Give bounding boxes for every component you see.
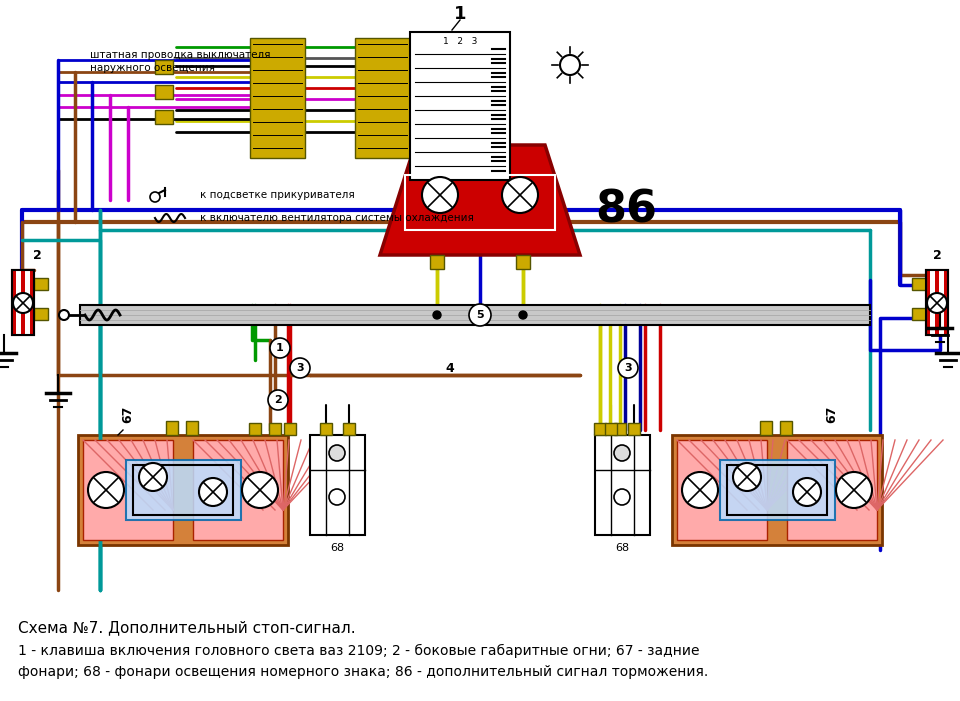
Bar xyxy=(155,110,173,124)
Bar xyxy=(78,435,288,545)
Text: к включателю вентилятора системы охлаждения: к включателю вентилятора системы охлажде… xyxy=(200,213,474,223)
Circle shape xyxy=(422,177,458,213)
Bar xyxy=(720,460,835,520)
Bar xyxy=(12,270,34,335)
Bar xyxy=(193,440,283,540)
Bar xyxy=(405,175,555,230)
Bar xyxy=(320,423,332,435)
Bar xyxy=(126,460,241,520)
Bar xyxy=(780,421,792,435)
Text: к подсветке прикуривателя: к подсветке прикуривателя xyxy=(200,190,355,200)
Circle shape xyxy=(199,478,227,506)
Text: штатная проводка выключателя: штатная проводка выключателя xyxy=(90,50,271,60)
Bar xyxy=(594,423,606,435)
Bar xyxy=(760,421,772,435)
Bar xyxy=(25,270,30,335)
Text: фонари; 68 - фонари освещения номерного знака; 86 - дополнительный сигнал тормож: фонари; 68 - фонари освещения номерного … xyxy=(18,665,708,679)
Polygon shape xyxy=(380,145,580,255)
Circle shape xyxy=(682,472,718,508)
Circle shape xyxy=(270,338,290,358)
Bar xyxy=(155,85,173,99)
Bar xyxy=(186,421,198,435)
Bar xyxy=(926,270,948,335)
Bar xyxy=(926,270,948,335)
Bar xyxy=(310,435,365,535)
Text: 1: 1 xyxy=(276,343,284,353)
Text: 5: 5 xyxy=(476,310,484,320)
Text: 4: 4 xyxy=(445,362,454,374)
Bar xyxy=(284,423,296,435)
Circle shape xyxy=(927,293,947,313)
Circle shape xyxy=(290,358,310,378)
Bar xyxy=(430,255,444,269)
Bar xyxy=(912,308,926,320)
Bar xyxy=(410,32,510,180)
Circle shape xyxy=(614,445,630,461)
Circle shape xyxy=(618,358,638,378)
Circle shape xyxy=(793,478,821,506)
Text: 67: 67 xyxy=(826,406,838,423)
Bar xyxy=(614,423,626,435)
Circle shape xyxy=(59,310,69,320)
Bar xyxy=(595,435,650,535)
Circle shape xyxy=(469,304,491,326)
Text: 67: 67 xyxy=(122,406,134,423)
Bar xyxy=(727,465,827,515)
Bar xyxy=(155,60,173,74)
Circle shape xyxy=(150,192,160,202)
Circle shape xyxy=(733,463,761,491)
Circle shape xyxy=(836,472,872,508)
Bar xyxy=(80,305,870,325)
Bar xyxy=(250,38,305,158)
Bar xyxy=(133,465,233,515)
Circle shape xyxy=(329,445,345,461)
Bar xyxy=(12,270,34,335)
Bar xyxy=(343,423,355,435)
Circle shape xyxy=(614,489,630,505)
Text: 1   2   3: 1 2 3 xyxy=(443,37,477,46)
Bar xyxy=(355,38,410,158)
Text: 68: 68 xyxy=(330,543,344,553)
Text: 2: 2 xyxy=(932,249,942,262)
Bar xyxy=(83,440,173,540)
Bar xyxy=(939,270,944,335)
Text: 86: 86 xyxy=(595,189,657,231)
Circle shape xyxy=(242,472,278,508)
Bar xyxy=(605,423,617,435)
Bar xyxy=(912,278,926,290)
Text: 2: 2 xyxy=(275,395,282,405)
Bar xyxy=(516,255,530,269)
Circle shape xyxy=(519,311,527,319)
Circle shape xyxy=(268,390,288,410)
Text: наружного освещения: наружного освещения xyxy=(90,63,215,73)
Bar xyxy=(787,440,877,540)
Circle shape xyxy=(560,55,580,75)
Circle shape xyxy=(476,311,484,319)
Bar xyxy=(34,278,48,290)
Text: 1: 1 xyxy=(454,5,467,23)
Circle shape xyxy=(329,489,345,505)
Circle shape xyxy=(433,311,441,319)
Circle shape xyxy=(13,293,33,313)
Text: 3: 3 xyxy=(624,363,632,373)
Text: 2: 2 xyxy=(33,249,41,262)
Bar xyxy=(249,423,261,435)
Bar xyxy=(628,423,640,435)
Text: Схема №7. Дополнительный стоп-сигнал.: Схема №7. Дополнительный стоп-сигнал. xyxy=(18,620,355,635)
Circle shape xyxy=(88,472,124,508)
Bar xyxy=(672,435,882,545)
Circle shape xyxy=(502,177,538,213)
Text: 3: 3 xyxy=(297,363,303,373)
Bar xyxy=(166,421,178,435)
Bar xyxy=(930,270,935,335)
Text: 68: 68 xyxy=(615,543,629,553)
Bar xyxy=(16,270,21,335)
Bar xyxy=(677,440,767,540)
Bar xyxy=(34,308,48,320)
Circle shape xyxy=(139,463,167,491)
Bar xyxy=(269,423,281,435)
Text: 1 - клавиша включения головного света ваз 2109; 2 - боковые габаритные огни; 67 : 1 - клавиша включения головного света ва… xyxy=(18,644,700,658)
